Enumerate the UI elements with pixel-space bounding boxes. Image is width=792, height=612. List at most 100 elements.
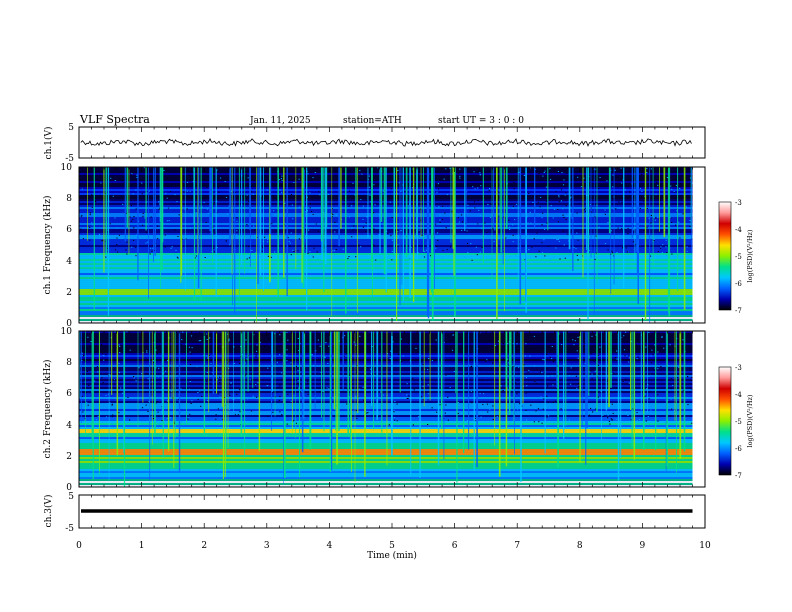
- spectrogram-speckle: [586, 251, 588, 253]
- spectrogram-speckle: [437, 359, 439, 361]
- spectrogram-speckle: [589, 182, 592, 184]
- spectrogram-speckle: [412, 424, 414, 426]
- spectrogram-speckle: [356, 417, 358, 419]
- spectrogram-speckle: [229, 395, 231, 397]
- spectrogram-speckle: [311, 354, 313, 356]
- spectrogram-speckle: [480, 185, 482, 187]
- spectrogram-speckle: [214, 378, 216, 380]
- spectrogram-speckle: [167, 418, 169, 419]
- spectrogram-speckle: [223, 397, 226, 399]
- spectrogram-speckle: [236, 230, 238, 232]
- spectrogram-speckle: [290, 338, 292, 340]
- spectrogram-speckle: [452, 332, 454, 334]
- spectrogram-speckle: [553, 422, 555, 424]
- spectrogram-speckle: [651, 349, 653, 351]
- spectrogram-sferic: [380, 167, 383, 222]
- spectrogram-sferic: [455, 331, 456, 394]
- spectrogram-speckle: [97, 371, 99, 373]
- spectrogram-speckle: [625, 378, 627, 380]
- spectrogram-speckle: [446, 194, 449, 196]
- spectrogram-speckle: [248, 257, 250, 259]
- spectrogram-speckle: [479, 251, 481, 253]
- spectrogram-speckle: [334, 250, 336, 252]
- spectrogram-speckle: [131, 173, 133, 175]
- spectrogram-speckle: [445, 404, 447, 406]
- spectrogram-speckle: [228, 205, 230, 207]
- spectrogram-speckle: [475, 246, 477, 248]
- spectrogram-speckle: [543, 333, 545, 335]
- spectrogram-sferic: [244, 331, 246, 458]
- spectrogram-speckle: [583, 412, 585, 414]
- spectrogram-speckle: [228, 393, 230, 395]
- spectrogram-speckle: [511, 341, 514, 343]
- spectrogram-speckle: [182, 331, 184, 333]
- station-label: station=ATH: [343, 116, 402, 126]
- spectrogram-speckle: [565, 215, 567, 217]
- ch2-spectrogram-ylabel: ch.2 Frequency (kHz): [42, 360, 53, 459]
- spectrogram-speckle: [598, 188, 600, 190]
- spectrogram-speckle: [142, 212, 144, 214]
- spectrogram-speckle: [616, 350, 618, 352]
- spectrogram-speckle: [650, 168, 652, 170]
- spectrogram-speckle: [391, 235, 393, 237]
- spectrogram-speckle: [554, 333, 556, 335]
- spectrogram-speckle: [613, 349, 616, 351]
- ch2-colorbar: -3 -4 -5 -6 -7 log(PSD)(V²/Hz): [718, 364, 754, 480]
- spectrogram-speckle: [167, 360, 169, 362]
- spectrogram-sferic: [80, 331, 82, 423]
- spectrogram-speckle: [201, 395, 203, 397]
- spectrogram-speckle: [267, 255, 269, 257]
- spectrogram-speckle: [241, 354, 243, 356]
- spectrogram-speckle: [479, 392, 481, 394]
- spectrogram-speckle: [496, 416, 498, 418]
- spectrogram-speckle: [159, 207, 161, 209]
- ch1-waveform-ylabel: ch.1(V): [43, 127, 54, 160]
- spectrogram-speckle: [424, 250, 426, 252]
- spectrogram-speckle: [607, 417, 609, 419]
- xtick-7: 7: [514, 541, 520, 551]
- spectrogram-sferic: [399, 167, 401, 306]
- spectrogram-speckle: [211, 336, 213, 338]
- spectrogram-sferic: [154, 331, 156, 436]
- spectrogram-speckle: [189, 351, 191, 353]
- spectrogram-speckle: [174, 423, 176, 425]
- spectrogram-speckle: [467, 408, 469, 410]
- spectrogram-speckle: [461, 413, 463, 415]
- spectrogram-sferic: [401, 167, 403, 285]
- spectrogram-sferic: [636, 167, 638, 252]
- spectrogram-sferic: [180, 167, 182, 283]
- spectrogram-speckle: [477, 187, 479, 189]
- spectrogram-speckle: [509, 255, 511, 257]
- spectrogram-speckle: [517, 409, 519, 411]
- spectrogram-speckle: [112, 195, 114, 197]
- spectrogram-speckle: [98, 233, 101, 235]
- spectrogram-speckle: [354, 194, 356, 196]
- spectrogram-band: [79, 425, 693, 428]
- spectrogram-speckle: [477, 200, 479, 202]
- spectrogram-speckle: [358, 244, 360, 246]
- spectrogram-speckle: [527, 335, 529, 337]
- spectrogram-speckle: [190, 167, 192, 169]
- spectrogram-speckle: [183, 191, 185, 193]
- spectrogram-speckle: [259, 341, 261, 343]
- spectrogram-speckle: [650, 215, 652, 216]
- spectrogram-sferic: [232, 167, 233, 306]
- spectrogram-speckle: [557, 171, 559, 172]
- spectrogram-sferic: [331, 167, 333, 317]
- spectrogram-speckle: [147, 224, 149, 226]
- spectrogram-speckle: [250, 373, 252, 375]
- spectrogram-speckle: [209, 337, 211, 339]
- spectrogram-band: [79, 349, 693, 352]
- spectrogram-speckle: [427, 358, 430, 359]
- spectrogram-speckle: [230, 382, 232, 384]
- spectrogram-speckle: [400, 338, 402, 340]
- spectrogram-speckle: [309, 251, 311, 253]
- spectrogram-speckle: [114, 249, 117, 251]
- spectrogram-speckle: [611, 403, 613, 405]
- spectrogram-speckle: [684, 335, 687, 337]
- spectrogram-speckle: [620, 228, 623, 230]
- spectrogram-speckle: [397, 244, 399, 246]
- spectrogram-speckle: [252, 395, 254, 397]
- spectrogram-sferic: [463, 331, 465, 454]
- spectrogram-speckle: [553, 360, 555, 362]
